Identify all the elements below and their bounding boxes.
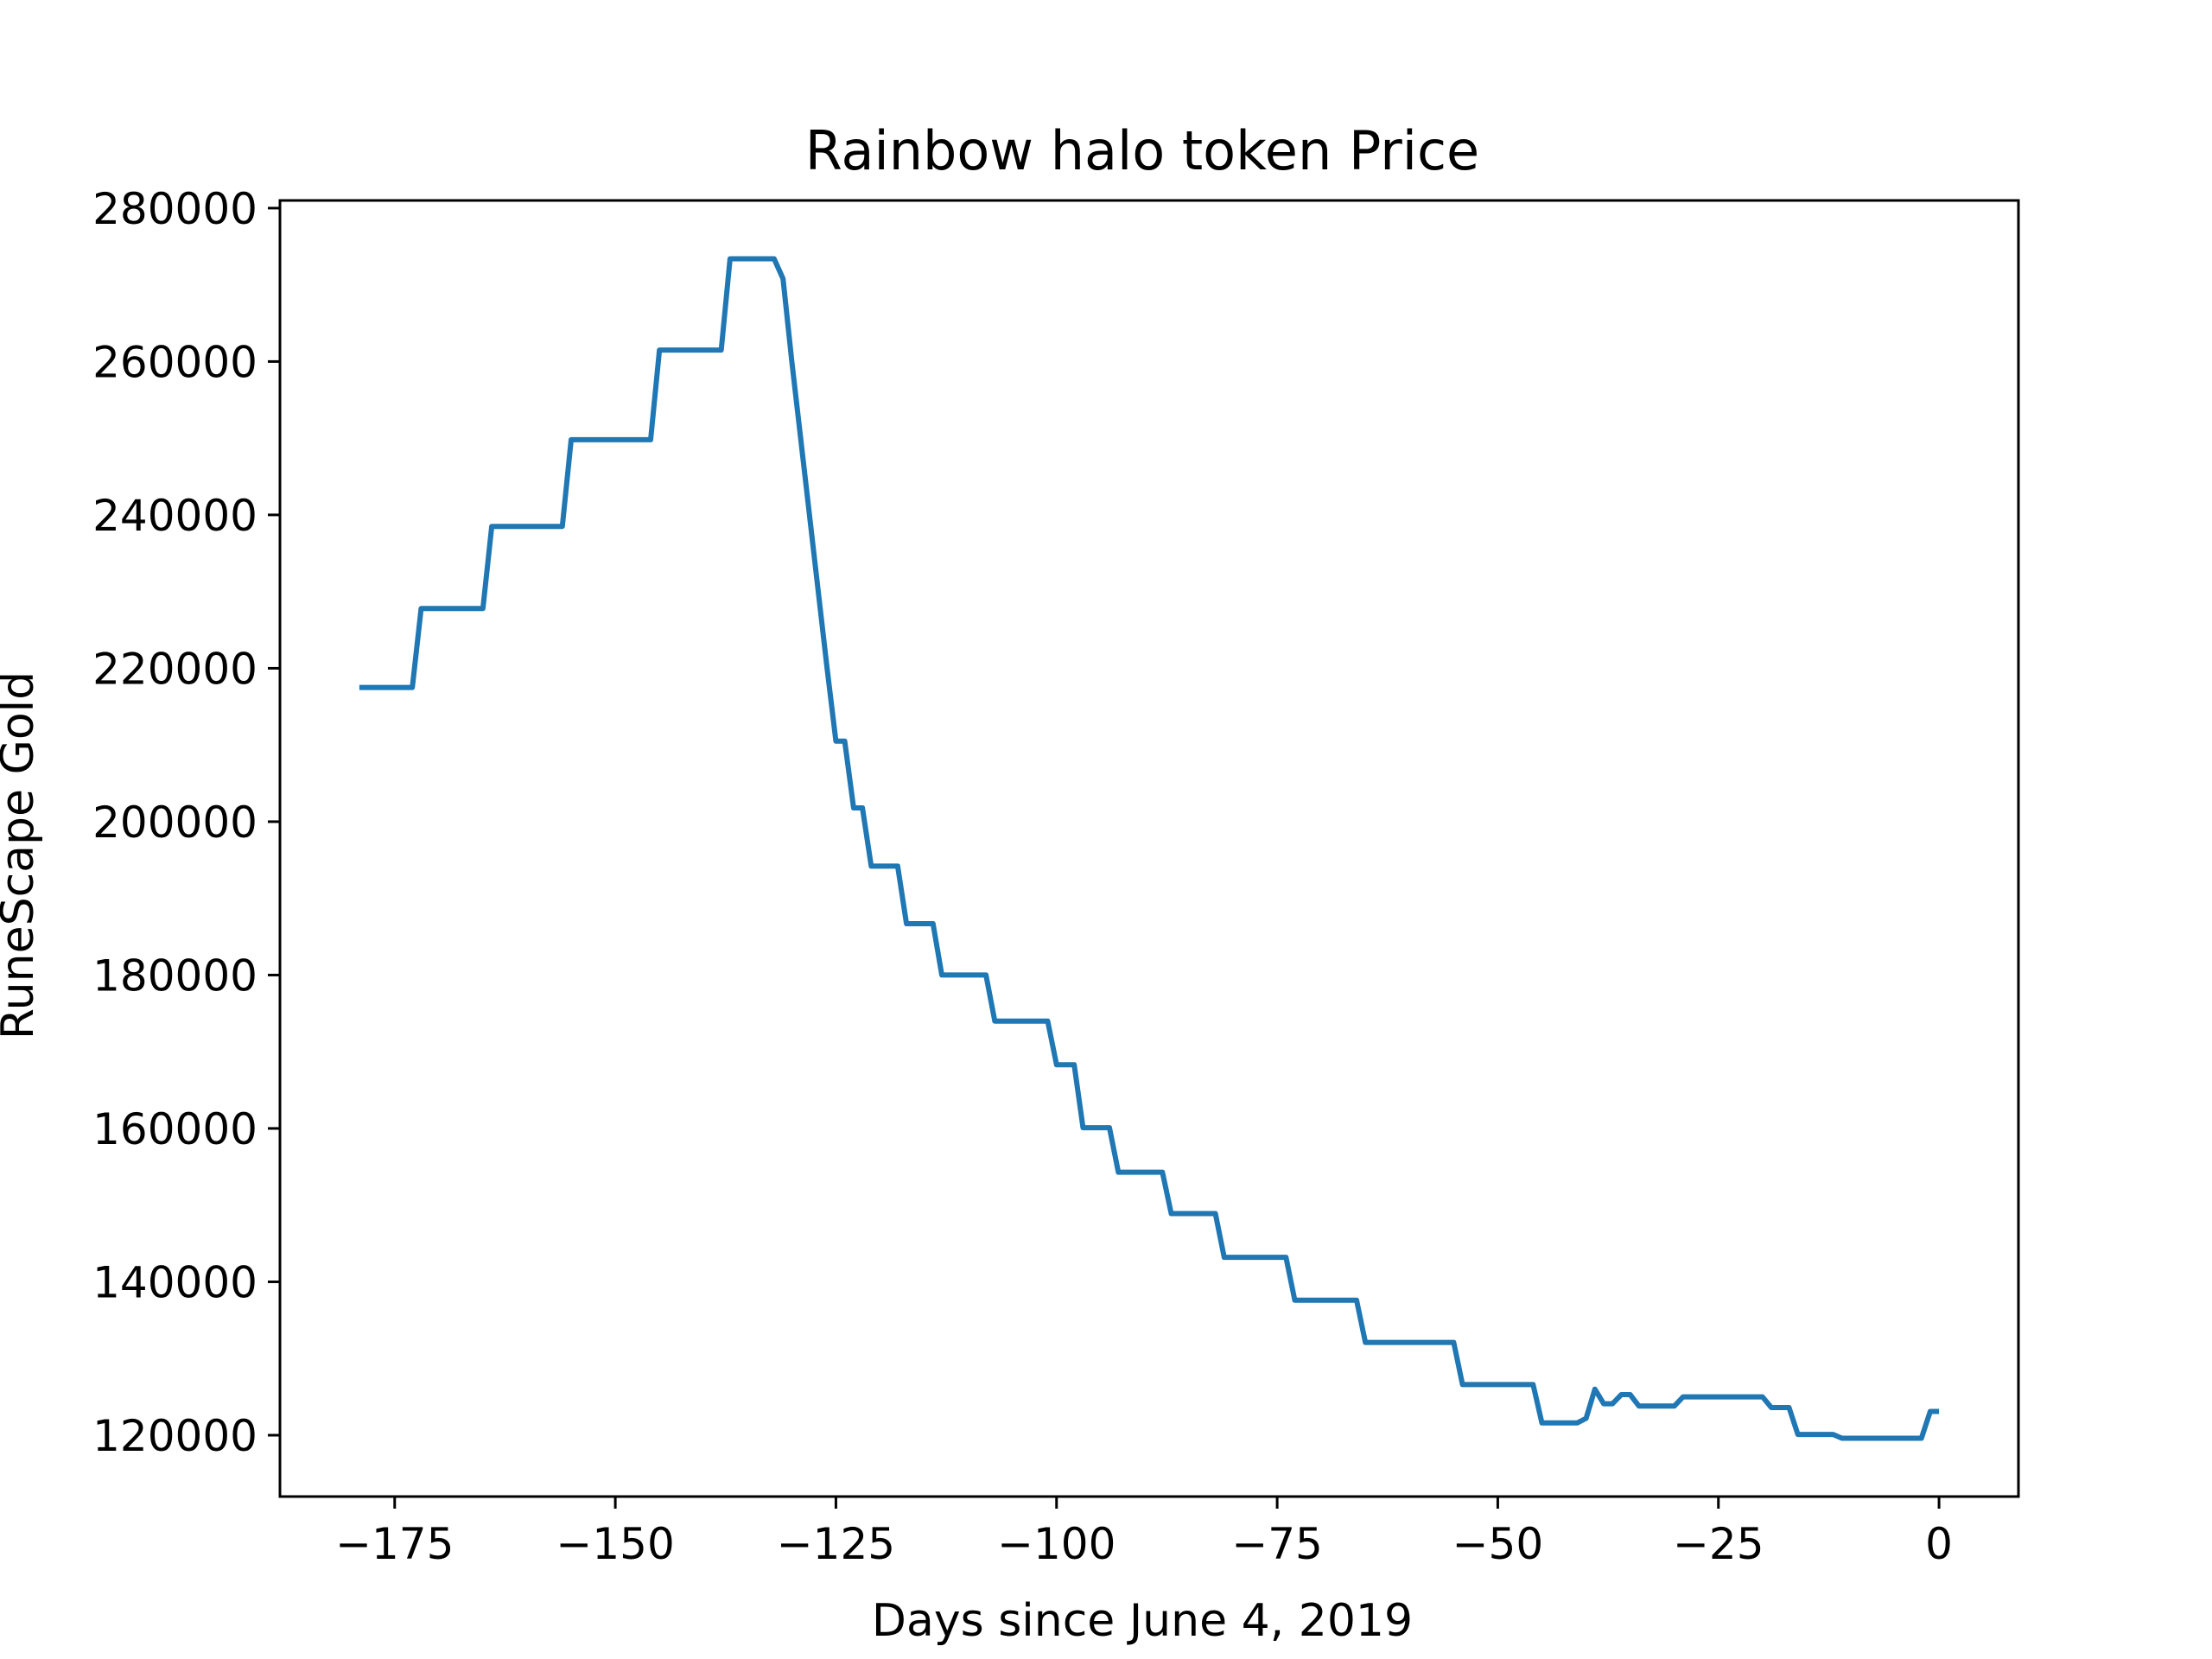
x-tick-label: 0 — [1925, 1519, 1953, 1569]
chart-title: Rainbow halo token Price — [805, 119, 1479, 182]
y-tick-label: 280000 — [92, 184, 257, 234]
x-axis-ticks: −175 −150 −125 −100 −75 −50 −25 0 — [335, 1497, 1953, 1569]
y-tick-label: 160000 — [92, 1104, 257, 1154]
y-tick-label: 140000 — [92, 1257, 257, 1307]
x-tick-label: −125 — [777, 1519, 895, 1569]
x-tick-label: −75 — [1231, 1519, 1323, 1569]
y-tick-label: 200000 — [92, 798, 257, 848]
y-tick-label: 260000 — [92, 337, 257, 387]
y-tick-label: 220000 — [92, 644, 257, 694]
x-tick-label: −50 — [1452, 1519, 1544, 1569]
x-tick-label: −100 — [997, 1519, 1116, 1569]
axes-frame — [278, 199, 2020, 1498]
x-tick-label: −150 — [556, 1519, 674, 1569]
y-tick-label: 180000 — [92, 950, 257, 1001]
price-line-0 — [359, 256, 1940, 1441]
x-axis-label: Days since June 4, 2019 — [872, 1595, 1413, 1647]
x-tick-label: −25 — [1673, 1519, 1764, 1569]
y-tick-label: 120000 — [92, 1411, 257, 1461]
y-axis-label: RuneScape Gold — [0, 671, 44, 1039]
x-tick-label: −175 — [335, 1519, 454, 1569]
plot-area — [278, 199, 2020, 1498]
y-tick-label: 240000 — [92, 491, 257, 541]
y-axis-ticks: 120000 140000 160000 180000 200000 220000 2400… — [92, 184, 280, 1461]
